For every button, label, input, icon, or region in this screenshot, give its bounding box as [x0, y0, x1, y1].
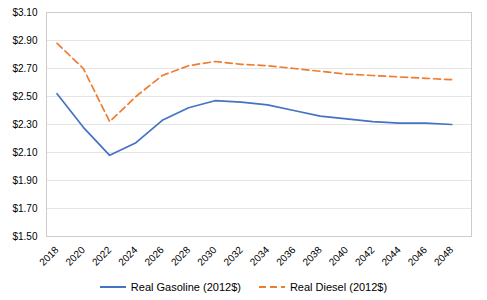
svg-text:2038: 2038: [300, 244, 324, 268]
svg-text:$2.30: $2.30: [12, 119, 37, 130]
svg-text:$1.70: $1.70: [12, 203, 37, 214]
svg-text:2020: 2020: [64, 244, 88, 268]
svg-text:$3.10: $3.10: [12, 7, 37, 18]
svg-text:$2.90: $2.90: [12, 35, 37, 46]
svg-text:2042: 2042: [353, 244, 377, 268]
html-text:Real Diesel (2012$): Real Diesel (2012$): [289, 281, 388, 293]
svg-text:2026: 2026: [142, 244, 166, 268]
svg-text:2028: 2028: [169, 244, 193, 268]
svg-text:2048: 2048: [432, 244, 456, 268]
svg-text:$2.50: $2.50: [12, 91, 37, 102]
svg-text:$1.50: $1.50: [12, 231, 37, 242]
svg-text:2046: 2046: [406, 244, 430, 268]
svg-text:2024: 2024: [116, 244, 140, 268]
svg-text:$1.90: $1.90: [12, 175, 37, 186]
svg-text:2034: 2034: [248, 244, 272, 268]
svg-text:$2.70: $2.70: [12, 63, 37, 74]
svg-text:2032: 2032: [221, 244, 245, 268]
svg-text:2030: 2030: [195, 244, 219, 268]
svg-text:$2.10: $2.10: [12, 147, 37, 158]
svg-text:2018: 2018: [37, 244, 61, 268]
svg-text:2044: 2044: [379, 244, 403, 268]
svg-text:2040: 2040: [327, 244, 351, 268]
html-text:Real Gasoline (2012$): Real Gasoline (2012$): [130, 281, 241, 293]
svg-text:2036: 2036: [274, 244, 298, 268]
svg-text:2022: 2022: [90, 244, 114, 268]
